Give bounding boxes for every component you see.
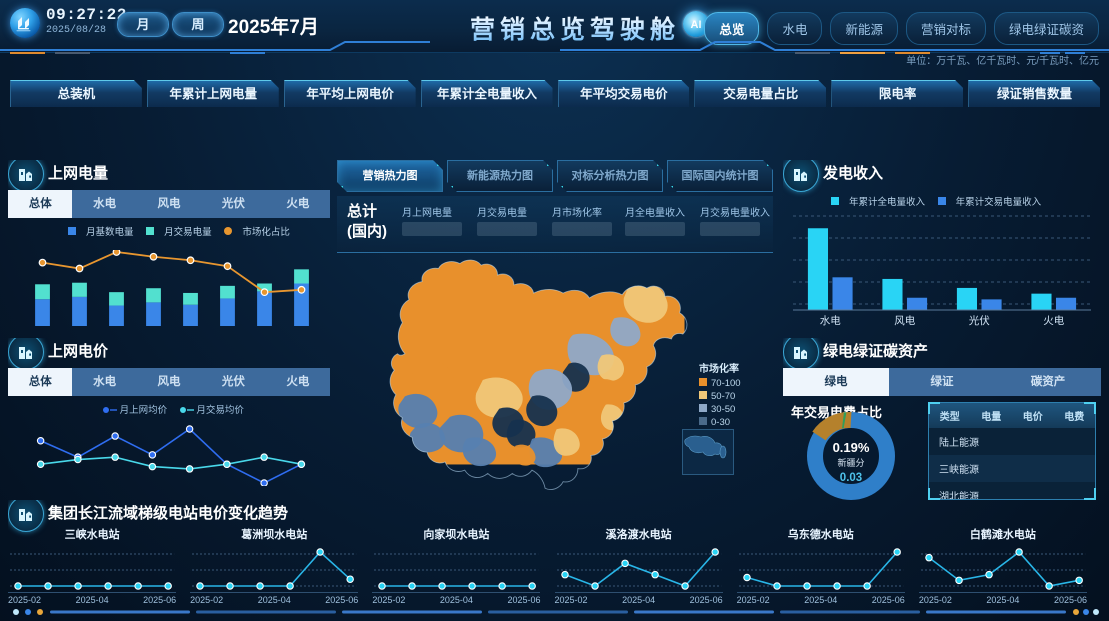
svg-text:火电: 火电 — [1043, 314, 1065, 327]
svg-text:0.19%: 0.19% — [833, 440, 870, 455]
svg-text:0.03: 0.03 — [840, 472, 862, 484]
svg-text:新疆分: 新疆分 — [837, 457, 864, 468]
svg-text:风电: 风电 — [894, 314, 915, 327]
svg-text:光伏: 光伏 — [969, 314, 990, 327]
svg-text:水电: 水电 — [820, 314, 841, 327]
